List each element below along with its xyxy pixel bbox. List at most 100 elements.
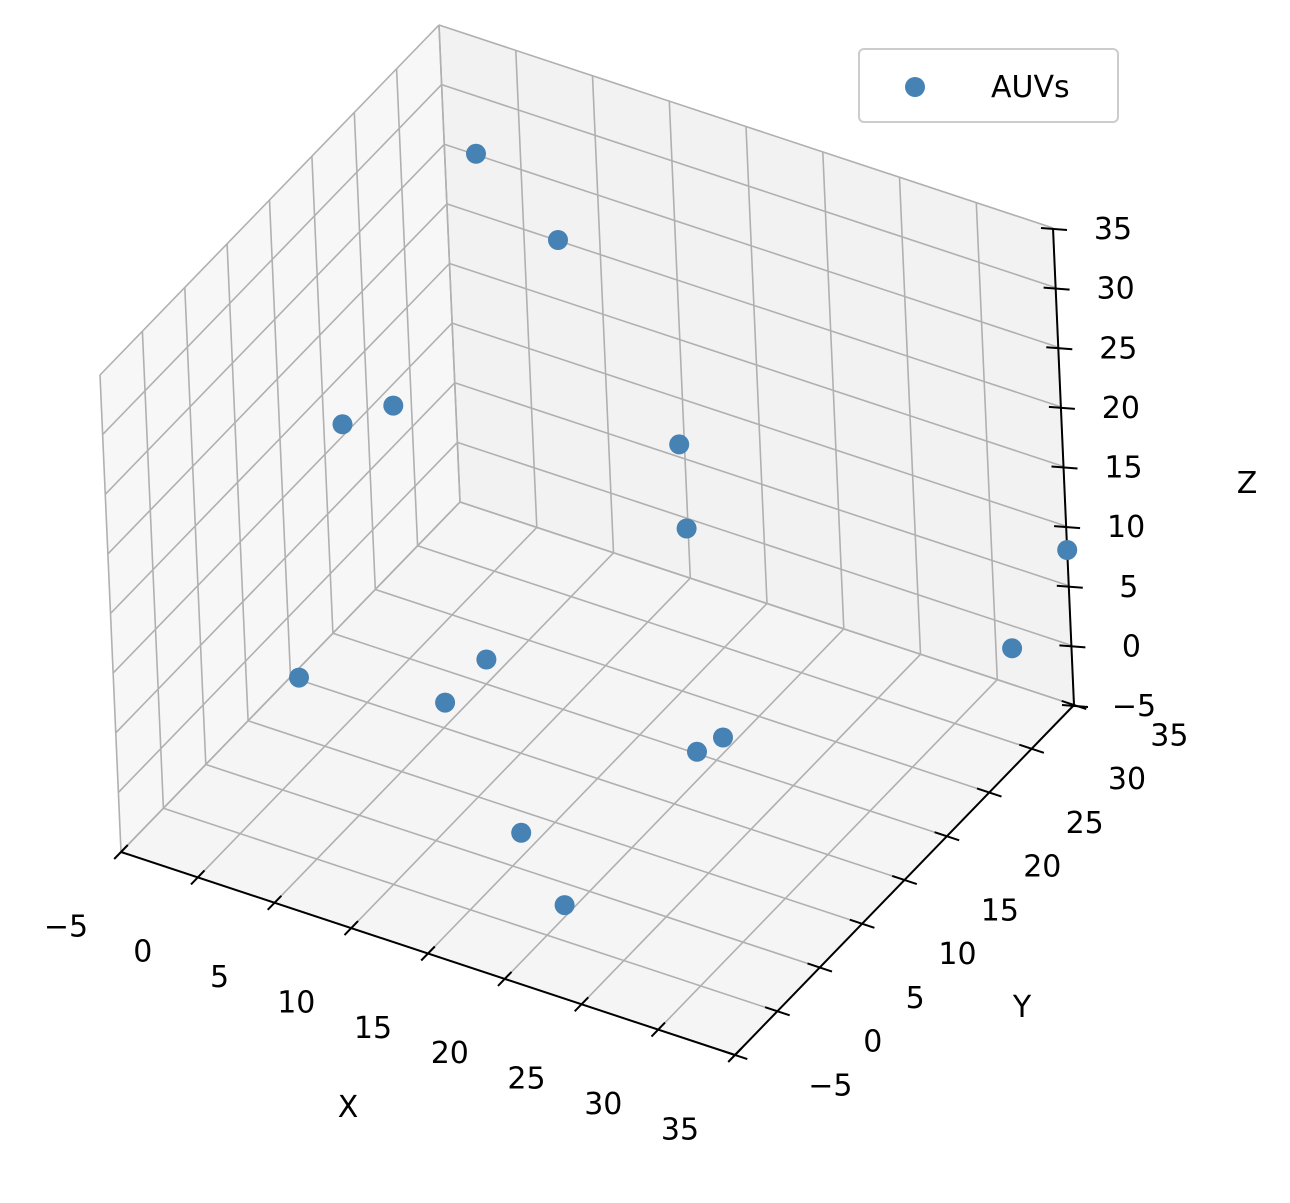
z-tick-label: 20 bbox=[1102, 391, 1140, 426]
y-tick bbox=[891, 874, 918, 886]
z-tick-label: 30 bbox=[1097, 272, 1135, 307]
x-tick bbox=[420, 945, 436, 962]
y-tick-label: 20 bbox=[1023, 850, 1061, 885]
y-tick-label: 25 bbox=[1066, 806, 1104, 841]
y-grid-line bbox=[290, 676, 905, 881]
x-grid-line bbox=[580, 653, 922, 1005]
grid-lines bbox=[99, 24, 1075, 1056]
data-point bbox=[554, 895, 575, 916]
z-grid-line bbox=[99, 24, 440, 376]
z-tick bbox=[1059, 644, 1086, 649]
data-point bbox=[676, 518, 697, 539]
x-tick-label: −5 bbox=[44, 909, 88, 944]
x-tick-label: 20 bbox=[431, 1036, 469, 1071]
z-axis-title: Z bbox=[1237, 466, 1258, 501]
y-tick bbox=[849, 918, 875, 929]
x-tick-label: 15 bbox=[354, 1011, 392, 1046]
z-tick-label: 15 bbox=[1104, 451, 1142, 486]
z-grid-line bbox=[104, 143, 445, 495]
y-grid-line bbox=[395, 68, 419, 546]
tick-marks bbox=[113, 227, 1089, 1063]
y-tick-label: 35 bbox=[1150, 718, 1188, 753]
z-tick-label: 5 bbox=[1119, 570, 1138, 605]
y-tick bbox=[1018, 743, 1045, 754]
x-tick-label: 10 bbox=[277, 985, 315, 1020]
y-tick-label: 0 bbox=[863, 1025, 882, 1060]
x-grid-line bbox=[504, 628, 845, 980]
x-tick bbox=[650, 1021, 666, 1038]
x-tick-label: 25 bbox=[507, 1062, 545, 1097]
z-grid-line bbox=[102, 84, 443, 436]
data-point bbox=[669, 434, 690, 455]
z-tick bbox=[1056, 584, 1083, 589]
x-tick-label: 0 bbox=[133, 935, 152, 970]
x-grid-line bbox=[657, 679, 998, 1031]
z-tick-label: 25 bbox=[1099, 331, 1137, 366]
data-point bbox=[511, 822, 532, 843]
z-grid-line bbox=[438, 24, 1054, 229]
legend: AUVs bbox=[858, 48, 1119, 123]
y-grid-line bbox=[417, 545, 1032, 750]
legend-marker bbox=[905, 77, 925, 97]
z-grid-line bbox=[441, 83, 1056, 289]
z-tick-label: −5 bbox=[1112, 689, 1156, 724]
z-grid-line bbox=[107, 203, 448, 555]
y-tick-label: 15 bbox=[981, 893, 1019, 928]
y-tick bbox=[976, 787, 1002, 798]
y-tick bbox=[1061, 699, 1087, 711]
x-tick bbox=[343, 920, 359, 936]
y-grid-line bbox=[332, 632, 948, 838]
data-point bbox=[332, 414, 353, 435]
x-tick-label: 5 bbox=[210, 960, 229, 995]
z-tick-label: 0 bbox=[1122, 629, 1141, 664]
x-tick bbox=[497, 971, 513, 987]
data-point bbox=[1002, 638, 1023, 659]
y-tick-label: 30 bbox=[1108, 762, 1146, 797]
x-tick-label: 35 bbox=[661, 1112, 699, 1147]
data-point bbox=[435, 692, 456, 713]
x-tick bbox=[113, 844, 129, 860]
x-grid-line bbox=[898, 177, 922, 655]
x-tick bbox=[573, 996, 590, 1012]
y-axis-title: Y bbox=[1012, 990, 1032, 1025]
z-tick-label: 10 bbox=[1107, 510, 1145, 545]
x-tick bbox=[266, 895, 283, 911]
z-tick bbox=[1048, 405, 1075, 410]
data-point bbox=[289, 667, 309, 688]
y-tick-label: 10 bbox=[938, 937, 976, 972]
x-axis-title: X bbox=[338, 1090, 359, 1125]
tick-labels: −5−5−50005551010101515152020202525253030… bbox=[44, 212, 1189, 1147]
z-grid-line bbox=[449, 262, 1064, 468]
data-point bbox=[383, 395, 404, 416]
y-tick-label: 5 bbox=[906, 981, 925, 1016]
x-tick-label: 30 bbox=[584, 1087, 622, 1122]
data-point bbox=[1057, 540, 1078, 560]
y-grid-line bbox=[375, 588, 990, 794]
data-point bbox=[687, 741, 707, 762]
x-tick bbox=[190, 869, 206, 886]
y-tick bbox=[807, 962, 833, 973]
z-tick bbox=[1054, 525, 1081, 530]
legend-label: AUVs bbox=[991, 70, 1070, 105]
y-grid-line bbox=[438, 24, 461, 503]
z-tick bbox=[1046, 346, 1073, 351]
data-point bbox=[466, 143, 486, 164]
z-grid-line bbox=[109, 262, 451, 615]
y-grid-line bbox=[353, 112, 377, 590]
y-grid-line bbox=[311, 156, 334, 634]
z-tick bbox=[1043, 286, 1070, 291]
axis-titles: X Y Z bbox=[338, 466, 1258, 1125]
z-tick bbox=[1051, 465, 1078, 470]
y-tick-label: −5 bbox=[808, 1068, 852, 1103]
z-grid-line bbox=[444, 143, 1059, 349]
legend-box bbox=[858, 48, 1119, 123]
x-grid-line bbox=[975, 202, 999, 680]
data-points bbox=[289, 143, 1078, 916]
data-point bbox=[713, 727, 733, 748]
data-point bbox=[476, 649, 497, 670]
y-grid-line bbox=[459, 501, 1075, 706]
z-tick bbox=[1040, 227, 1068, 231]
x-tick bbox=[727, 1047, 743, 1063]
z-tick-label: 35 bbox=[1094, 212, 1132, 247]
